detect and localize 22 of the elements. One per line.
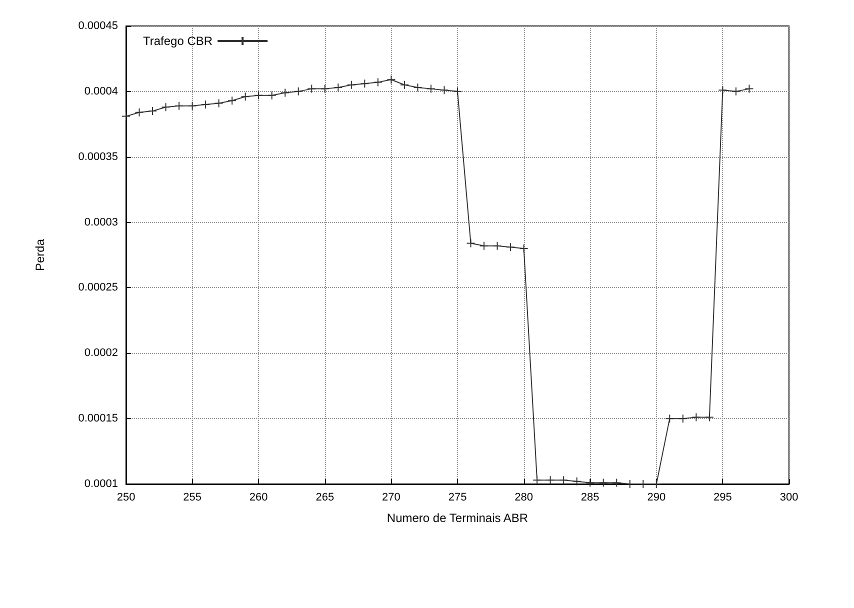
y-tick-label: 0.0002 [84,347,118,360]
x-tick-label: 265 [316,492,334,504]
x-tick-label: 290 [647,492,666,504]
x-tick-label: 250 [116,492,136,504]
y-tick-label: 0.00025 [78,282,118,294]
y-tick-label: 0.00015 [78,412,118,425]
legend-label: Trafego CBR [142,34,213,48]
x-tick-label: 300 [780,492,798,504]
x-tick-label: 295 [714,492,732,504]
y-tick-label: 0.0004 [84,85,118,98]
x-tick-label: 255 [183,492,202,504]
x-tick-label: 280 [514,492,533,504]
x-tick-label: 270 [382,492,400,504]
x-tick-label: 285 [580,492,600,504]
y-tick-label: 0.00035 [78,150,118,163]
x-tick-label: 275 [448,492,467,504]
y-axis-title: Perda [33,238,47,272]
x-axis-title: Numero de Terminais ABR [386,511,528,525]
x-tick-label: 260 [249,492,268,504]
y-tick-label: 0.00045 [78,20,118,32]
y-tick-label: 0.0001 [84,478,118,490]
y-tick-label: 0.0003 [84,216,118,228]
